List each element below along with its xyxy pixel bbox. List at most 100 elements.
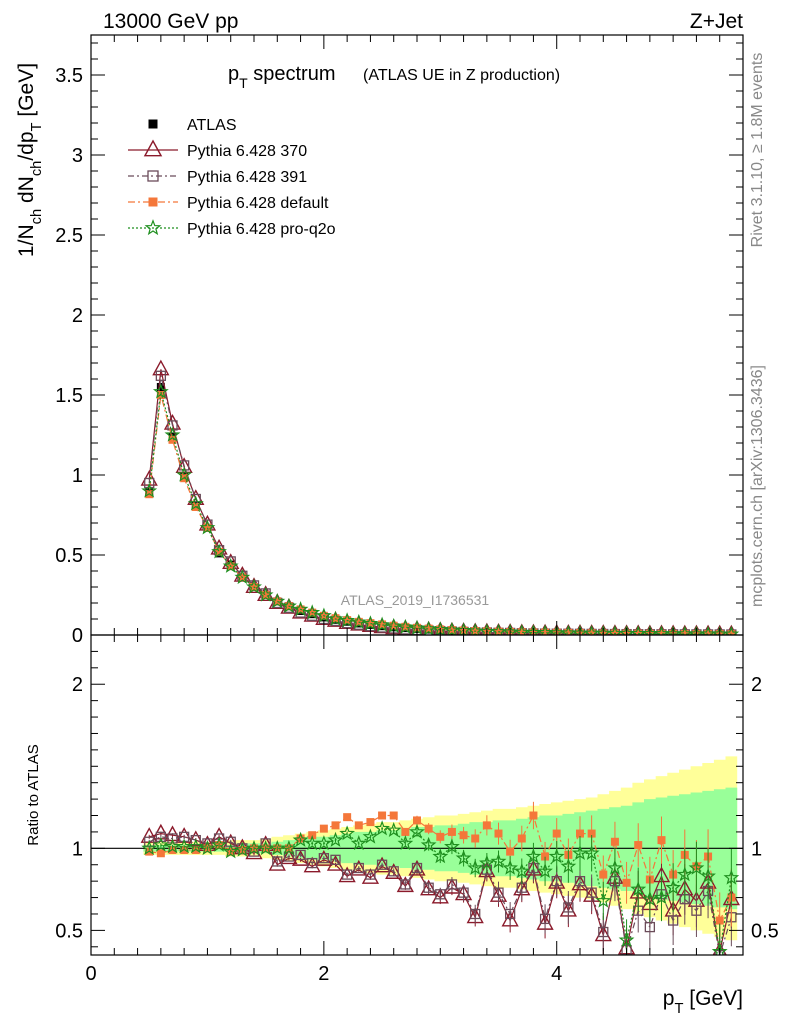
ratio-point — [595, 892, 612, 908]
ratio-point — [482, 821, 491, 830]
title-text: pT spectrum — [228, 63, 336, 91]
ratio-point — [366, 818, 375, 827]
ratio-point — [175, 827, 193, 843]
ratio-point — [385, 863, 403, 879]
x-tick-label: 4 — [551, 963, 562, 985]
ratio-point — [598, 926, 609, 938]
x-tick-label: 2 — [318, 963, 329, 985]
ratio-point — [272, 856, 283, 867]
data-point — [339, 612, 356, 628]
ratio-point — [446, 879, 458, 890]
x-tick-label: 0 — [85, 963, 96, 985]
y-tick-label: 3.5 — [55, 65, 83, 87]
ratio-point — [458, 887, 469, 898]
x-axis-label: pT [GeV] — [663, 987, 743, 1017]
ratio-point — [408, 859, 426, 876]
ratio-point — [599, 870, 608, 879]
ratio-point — [587, 829, 596, 838]
ratio-point — [634, 841, 643, 850]
ratio-point — [641, 890, 658, 906]
ratio-point — [471, 834, 480, 843]
rivet-version-label: Rivet 3.1.10, ≥ 1.8M events — [749, 53, 766, 248]
data-point — [374, 616, 390, 632]
legend: ATLAS Pythia 6.428 370 Pythia 6.428 391 Pyt… — [128, 117, 336, 238]
ratio-point — [691, 905, 702, 916]
ratio-point — [378, 811, 387, 820]
ratio-point — [420, 879, 438, 896]
data-point — [222, 557, 239, 573]
ratio-point — [354, 821, 363, 830]
legend-label: Pythia 6.428 391 — [187, 169, 307, 186]
ratio-point — [459, 831, 468, 840]
ratio-point — [574, 876, 586, 887]
ratio-point — [389, 811, 398, 820]
ratio-point — [400, 879, 411, 890]
data-point — [176, 466, 193, 482]
ratio-panel-data — [91, 756, 743, 955]
ratio-point — [537, 862, 553, 878]
ratio-point — [167, 833, 178, 844]
ratio-point — [478, 854, 495, 870]
data-point — [680, 629, 689, 635]
ratio-point — [665, 879, 682, 895]
ratio-point — [490, 853, 507, 869]
ratio-y-tick-label-right: 1 — [751, 838, 762, 860]
data-point — [304, 604, 321, 620]
ratio-point — [644, 921, 656, 933]
data-point — [541, 628, 550, 635]
data-point — [144, 477, 155, 489]
y-tick-label: 1 — [72, 465, 83, 487]
legend-marker — [143, 139, 163, 157]
ratio-point — [396, 876, 414, 893]
ratio-point — [319, 824, 328, 833]
ratio-point — [362, 828, 379, 844]
ratio-point — [552, 829, 561, 838]
data-point — [401, 622, 410, 631]
ratio-point — [141, 839, 158, 856]
ratio-point — [494, 829, 503, 838]
ratio-panel-axes: 0 2 4 0.5 0.5 1 1 2 2 — [55, 634, 779, 985]
data-point — [269, 593, 286, 609]
ratio-point — [586, 887, 597, 898]
ratio-point — [295, 849, 306, 861]
ratio-y-tick-label-right: 2 — [751, 674, 762, 696]
ratio-point — [330, 854, 341, 865]
ratio-point — [307, 857, 318, 869]
ratio-point — [350, 859, 368, 876]
data-point — [327, 610, 344, 626]
ratio-point — [353, 862, 364, 874]
data-point — [292, 601, 309, 617]
data-point — [164, 426, 181, 442]
ratio-point — [339, 825, 356, 841]
ratio-point — [436, 832, 445, 841]
ratio-point — [365, 869, 376, 880]
ratio-point — [413, 816, 421, 825]
title-subtitle: (ATLAS UE in Z production) — [363, 67, 560, 84]
ratio-point — [343, 813, 352, 822]
data-point — [420, 620, 437, 635]
mcplots-label: mcplots.cern.ch [arXiv:1306.3436] — [749, 365, 766, 607]
data-point — [246, 578, 262, 594]
ratio-point — [688, 859, 705, 875]
ratio-point — [187, 838, 204, 854]
data-point — [215, 547, 224, 556]
ratio-series-3 — [141, 820, 740, 955]
analysis-watermark: ATLAS_2019_I1736531 — [341, 592, 490, 608]
data-point — [723, 625, 740, 635]
data-point — [175, 457, 193, 473]
ratio-point — [431, 887, 449, 904]
top-panel-axes: 0 0.5 1 1.5 2 2.5 3 3.5 — [55, 35, 744, 647]
data-point — [366, 619, 375, 628]
ratio-point — [432, 848, 449, 864]
ratio-point — [152, 836, 169, 852]
ratio-point — [326, 854, 345, 871]
ratio-point — [630, 881, 647, 897]
ratio-point — [493, 887, 504, 898]
data-point — [315, 607, 332, 623]
data-point — [517, 628, 526, 635]
ratio-point — [374, 820, 390, 836]
header-right-label: Z+Jet — [690, 10, 743, 33]
data-point — [704, 630, 713, 635]
legend-marker — [148, 119, 158, 129]
legend-label: Pythia 6.428 pro-q2o — [187, 221, 336, 238]
